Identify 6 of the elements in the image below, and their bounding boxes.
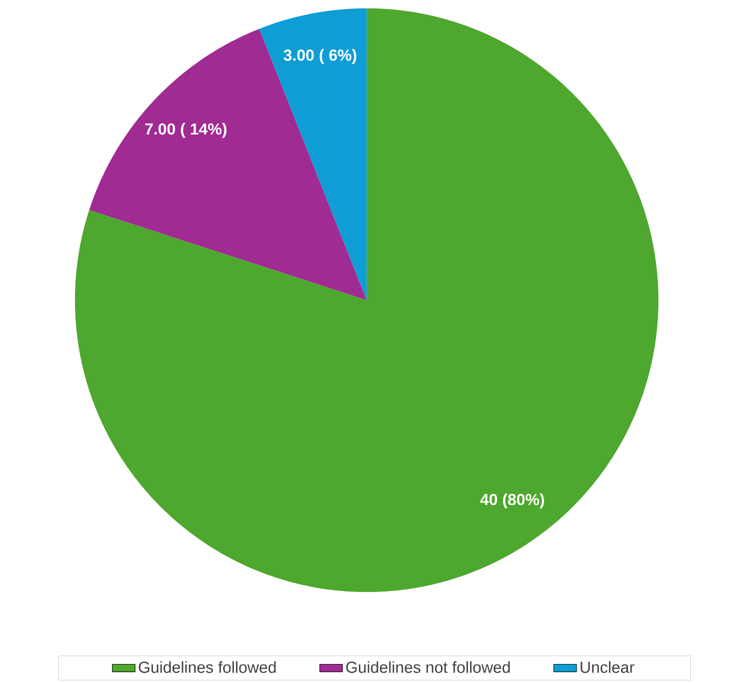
legend-label: Guidelines followed: [138, 661, 276, 673]
legend-label: Unclear: [580, 661, 634, 673]
legend-label: Guidelines not followed: [346, 661, 510, 673]
data-label: 3.00 ( 6%): [284, 49, 356, 64]
data-label: 7.00 ( 14%): [145, 122, 226, 138]
data-label: 40 (80%): [480, 493, 544, 508]
